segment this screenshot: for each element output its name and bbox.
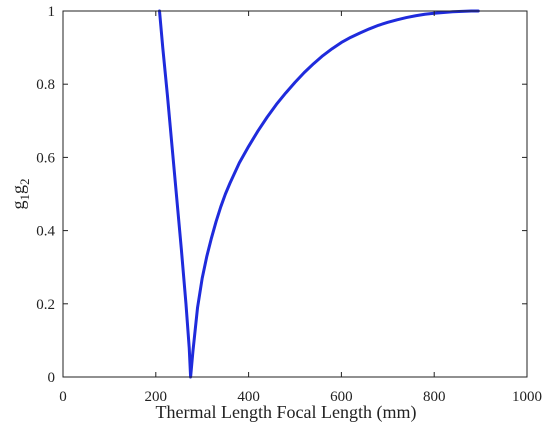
y-tick-label: 0.2 xyxy=(36,297,55,313)
y-axis-title-sub1: 1 xyxy=(17,194,32,201)
x-tick-label: 600 xyxy=(330,389,353,405)
series-line-0 xyxy=(158,9,480,379)
y-tick-label: 1 xyxy=(48,4,56,20)
x-tick-label: 800 xyxy=(423,389,446,405)
x-tick-label: 200 xyxy=(145,389,168,405)
y-axis-title-base1: g xyxy=(8,201,28,210)
series-layer xyxy=(158,9,480,379)
y-axis-title-sub2: 2 xyxy=(17,179,32,186)
y-axis-title: g1g2 xyxy=(8,179,32,210)
y-tick-label: 0.6 xyxy=(36,150,55,166)
y-axis-title-base2: g xyxy=(8,185,28,194)
y-tick-label: 0.4 xyxy=(36,224,55,240)
plot-frame xyxy=(62,10,528,378)
ticks-layer: 0 200 400 600 800 1000 0 0.2 0.4 0.6 0.8 1 xyxy=(36,4,542,405)
x-tick-label: 1000 xyxy=(512,389,542,405)
x-axis-title: Thermal Length Focal Length (mm) xyxy=(156,402,417,423)
x-tick-label: 0 xyxy=(59,389,67,405)
y-tick-label: 0 xyxy=(48,370,56,386)
x-tick-label: 400 xyxy=(237,389,260,405)
y-tick-label: 0.8 xyxy=(36,77,55,93)
